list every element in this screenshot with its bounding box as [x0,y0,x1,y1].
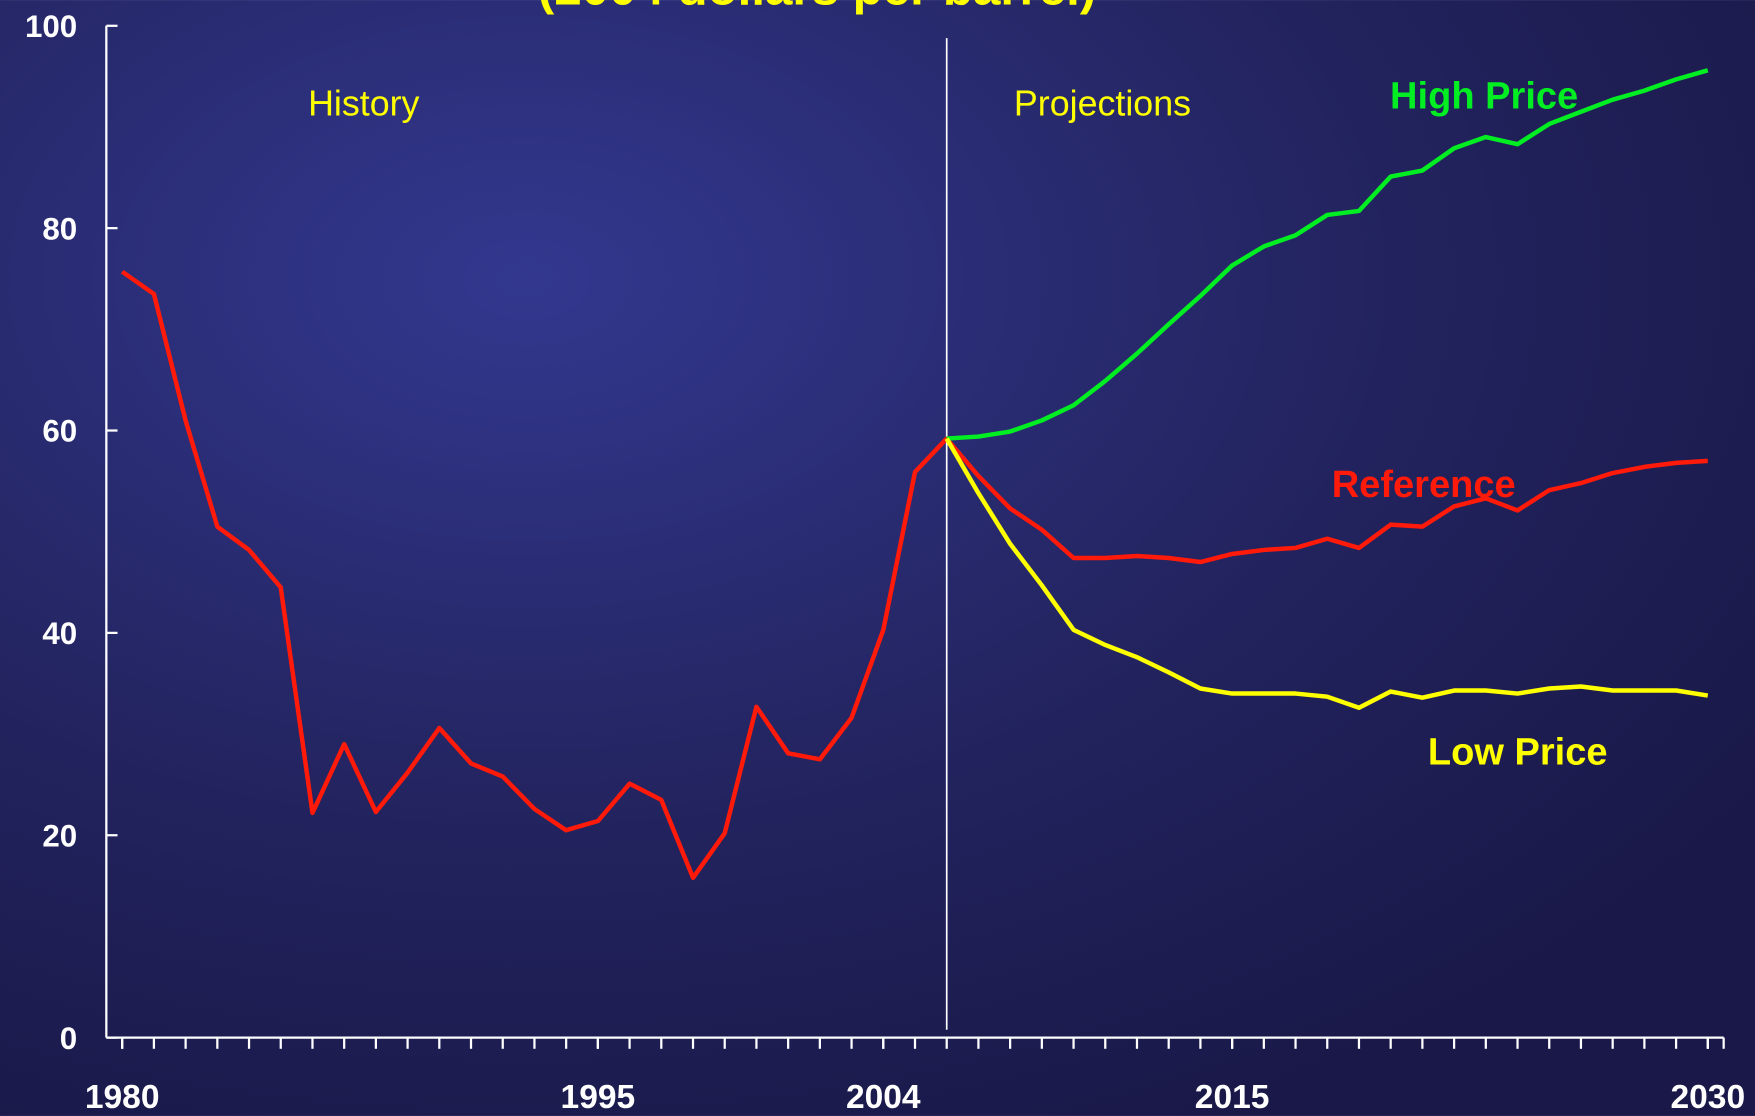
series-label: Low Price [1428,732,1608,774]
annotation: Projections [1014,83,1191,123]
x-tick-label: 2004 [846,1079,921,1116]
x-tick-label: 2015 [1195,1079,1270,1116]
chart-title: (2004 dollars per barrel) [538,0,1096,16]
series-line [120,269,1708,881]
y-tick-label: 60 [42,414,77,449]
y-tick-label: 20 [42,818,77,853]
y-tick-label: 0 [60,1021,77,1056]
x-tick-label: 2030 [1670,1079,1745,1116]
series-label: Reference [1332,464,1516,506]
series-label: High Price [1390,76,1578,118]
annotation: History [308,83,419,123]
x-tick-label: 1980 [85,1079,160,1116]
y-tick-label: 80 [42,211,77,246]
x-tick-label: 1995 [561,1079,636,1116]
y-tick-label: 100 [25,9,77,44]
y-tick-label: 40 [42,616,77,651]
series-line [944,437,1709,710]
series-line [946,68,1709,441]
